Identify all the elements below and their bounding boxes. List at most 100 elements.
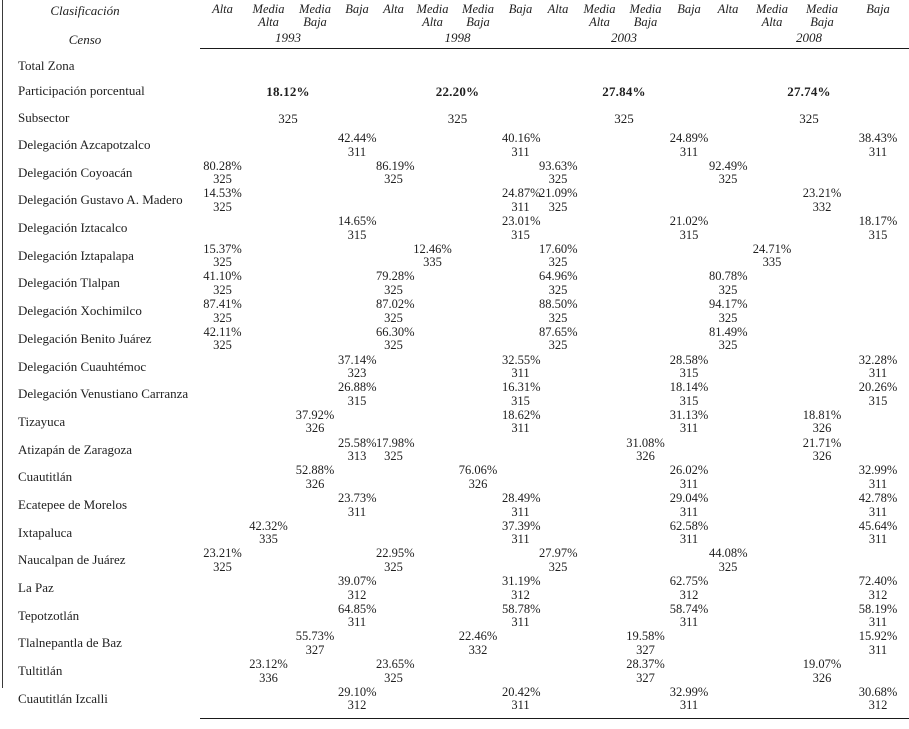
cell-subsector: 311 bbox=[868, 504, 888, 519]
column-header-line2: Baja bbox=[303, 15, 327, 29]
cell-subsector: 311 bbox=[868, 144, 888, 159]
data-cell-2003: 19.58% 327 bbox=[622, 630, 669, 658]
cell-percentage: 14.65% bbox=[338, 214, 377, 229]
summary-value-2003: 325 bbox=[614, 110, 634, 126]
column-header-1993-media-baja: Media Baja bbox=[292, 3, 338, 31]
cell-subsector: 312 bbox=[347, 698, 367, 713]
cell-subsector: 311 bbox=[868, 642, 888, 657]
cell-percentage: 29.04% bbox=[669, 490, 709, 505]
cell-percentage: 31.19% bbox=[502, 574, 541, 588]
cell-percentage: 88.50% bbox=[539, 297, 578, 312]
row-label: Delegación Cuauhtémoc bbox=[18, 358, 147, 374]
data-cell-2008: 30.68% 312 bbox=[847, 685, 909, 714]
cell-subsector: 325 bbox=[718, 172, 738, 187]
data-cell-2008: 15.92% 311 bbox=[847, 630, 909, 658]
data-cell-1998: 58.78% 311 bbox=[502, 601, 541, 631]
cell-percentage: 42.78% bbox=[858, 490, 898, 505]
row-label: Delegación Venustiano Carranza bbox=[18, 386, 189, 402]
cell-percentage: 32.99% bbox=[669, 684, 709, 699]
summary-value-2003: 27.84% bbox=[602, 83, 646, 99]
data-cell-2003: 32.99% 311 bbox=[669, 684, 709, 714]
data-cell-1998: 37.39% 311 bbox=[502, 519, 541, 548]
cell-subsector: 311 bbox=[511, 421, 530, 436]
data-cell-1993: 42.32% 335 bbox=[245, 519, 292, 548]
data-cell-2003: 62.75% 312 bbox=[669, 574, 709, 603]
cell-percentage: 26.88% bbox=[338, 380, 377, 395]
data-cell-1993: 25.58% 313 bbox=[338, 436, 377, 465]
cell-subsector: 335 bbox=[259, 532, 278, 547]
corner-clasificacion-label: Clasificación bbox=[50, 3, 120, 18]
cell-subsector: 336 bbox=[259, 670, 278, 685]
cell-percentage: 16.31% bbox=[502, 380, 541, 395]
cell-subsector: 311 bbox=[511, 144, 530, 159]
row-label: Delegación Iztacalco bbox=[18, 220, 128, 236]
row-label: Cuautitlán bbox=[18, 469, 73, 485]
cell-subsector: 326 bbox=[812, 421, 832, 436]
data-cell-1993: 37.92% 326 bbox=[292, 408, 338, 437]
cell-percentage: 17.60% bbox=[539, 241, 578, 256]
cell-percentage: 14.53% bbox=[203, 186, 242, 201]
row-label: Cuautitlán Izcalli bbox=[18, 690, 108, 706]
column-header-line2: Baja bbox=[466, 15, 490, 29]
cell-subsector: 327 bbox=[636, 642, 655, 657]
cell-percentage: 28.58% bbox=[669, 352, 709, 367]
cell-subsector: 315 bbox=[868, 393, 888, 408]
cell-subsector: 315 bbox=[511, 393, 530, 408]
cell-percentage: 27.97% bbox=[539, 546, 578, 561]
data-cell-2008: 21.71% 326 bbox=[797, 436, 847, 465]
row-label: Naucalpan de Juárez bbox=[18, 552, 126, 568]
data-cell-2003: 21.09% 325 bbox=[539, 187, 578, 215]
cell-percentage: 23.21% bbox=[203, 546, 242, 561]
cell-subsector: 325 bbox=[548, 199, 568, 214]
cell-subsector: 325 bbox=[213, 283, 232, 298]
cell-percentage: 23.65% bbox=[376, 657, 415, 672]
data-cell-1993: 15.37% 325 bbox=[200, 242, 245, 271]
cell-percentage: 42.44% bbox=[338, 131, 377, 145]
data-cell-2003: 17.60% 325 bbox=[539, 241, 578, 271]
column-header-line1: Media bbox=[416, 2, 449, 16]
column-header-line1: Baja bbox=[345, 2, 369, 16]
data-cell-2008: 19.07% 326 bbox=[797, 657, 847, 686]
data-cell-2008: 32.99% 311 bbox=[847, 464, 909, 492]
cell-percentage: 58.78% bbox=[502, 601, 541, 616]
data-cell-2008: 44.08% 325 bbox=[709, 547, 748, 575]
column-header-2008-media-baja: Media Baja bbox=[797, 3, 847, 31]
cell-percentage: 29.10% bbox=[338, 684, 377, 699]
data-cell-1993: 37.14% 323 bbox=[338, 353, 377, 382]
summary-value-2008: 325 bbox=[799, 110, 819, 126]
column-header-line1: Media bbox=[806, 2, 838, 16]
summary-value-1998: 22.20% bbox=[435, 83, 480, 99]
cell-subsector: 311 bbox=[511, 504, 530, 519]
data-cell-1993: 14.65% 315 bbox=[338, 214, 377, 243]
cell-subsector: 332 bbox=[812, 199, 832, 214]
cell-subsector: 325 bbox=[384, 310, 403, 325]
data-cell-1993: 64.85% 311 bbox=[338, 602, 377, 631]
cell-percentage: 87.41% bbox=[203, 297, 242, 312]
cell-subsector: 326 bbox=[812, 670, 832, 685]
column-header-line2: Baja bbox=[810, 15, 834, 29]
cell-percentage: 18.62% bbox=[502, 407, 541, 422]
cell-subsector: 312 bbox=[679, 587, 699, 602]
data-cell-1998: 17.98% 325 bbox=[376, 436, 415, 465]
row-label: Tepotzotlán bbox=[18, 607, 80, 623]
data-cell-2008: 42.78% 311 bbox=[847, 490, 909, 520]
cell-percentage: 23.12% bbox=[249, 657, 288, 672]
cell-subsector: 325 bbox=[718, 310, 738, 325]
row-label: Delegación Coyoacán bbox=[18, 164, 133, 180]
data-cell-2008: 58.19% 311 bbox=[847, 602, 909, 631]
data-cell-2008: 24.71% 335 bbox=[747, 242, 797, 271]
cell-subsector: 325 bbox=[548, 310, 568, 325]
cell-subsector: 325 bbox=[213, 172, 232, 187]
cell-percentage: 80.28% bbox=[203, 158, 242, 173]
cell-percentage: 31.13% bbox=[669, 407, 709, 422]
data-cell-1993: 80.28% 325 bbox=[200, 158, 245, 188]
column-header-line2: Baja bbox=[633, 15, 658, 29]
table-corner: Clasificación Censo bbox=[0, 3, 200, 46]
table-left-border bbox=[2, 0, 3, 688]
column-header-2003-alta: Alta bbox=[539, 3, 577, 31]
data-cell-2008: 92.49% 325 bbox=[709, 159, 748, 188]
cell-percentage: 22.95% bbox=[376, 546, 415, 561]
cell-subsector: 311 bbox=[679, 421, 699, 436]
